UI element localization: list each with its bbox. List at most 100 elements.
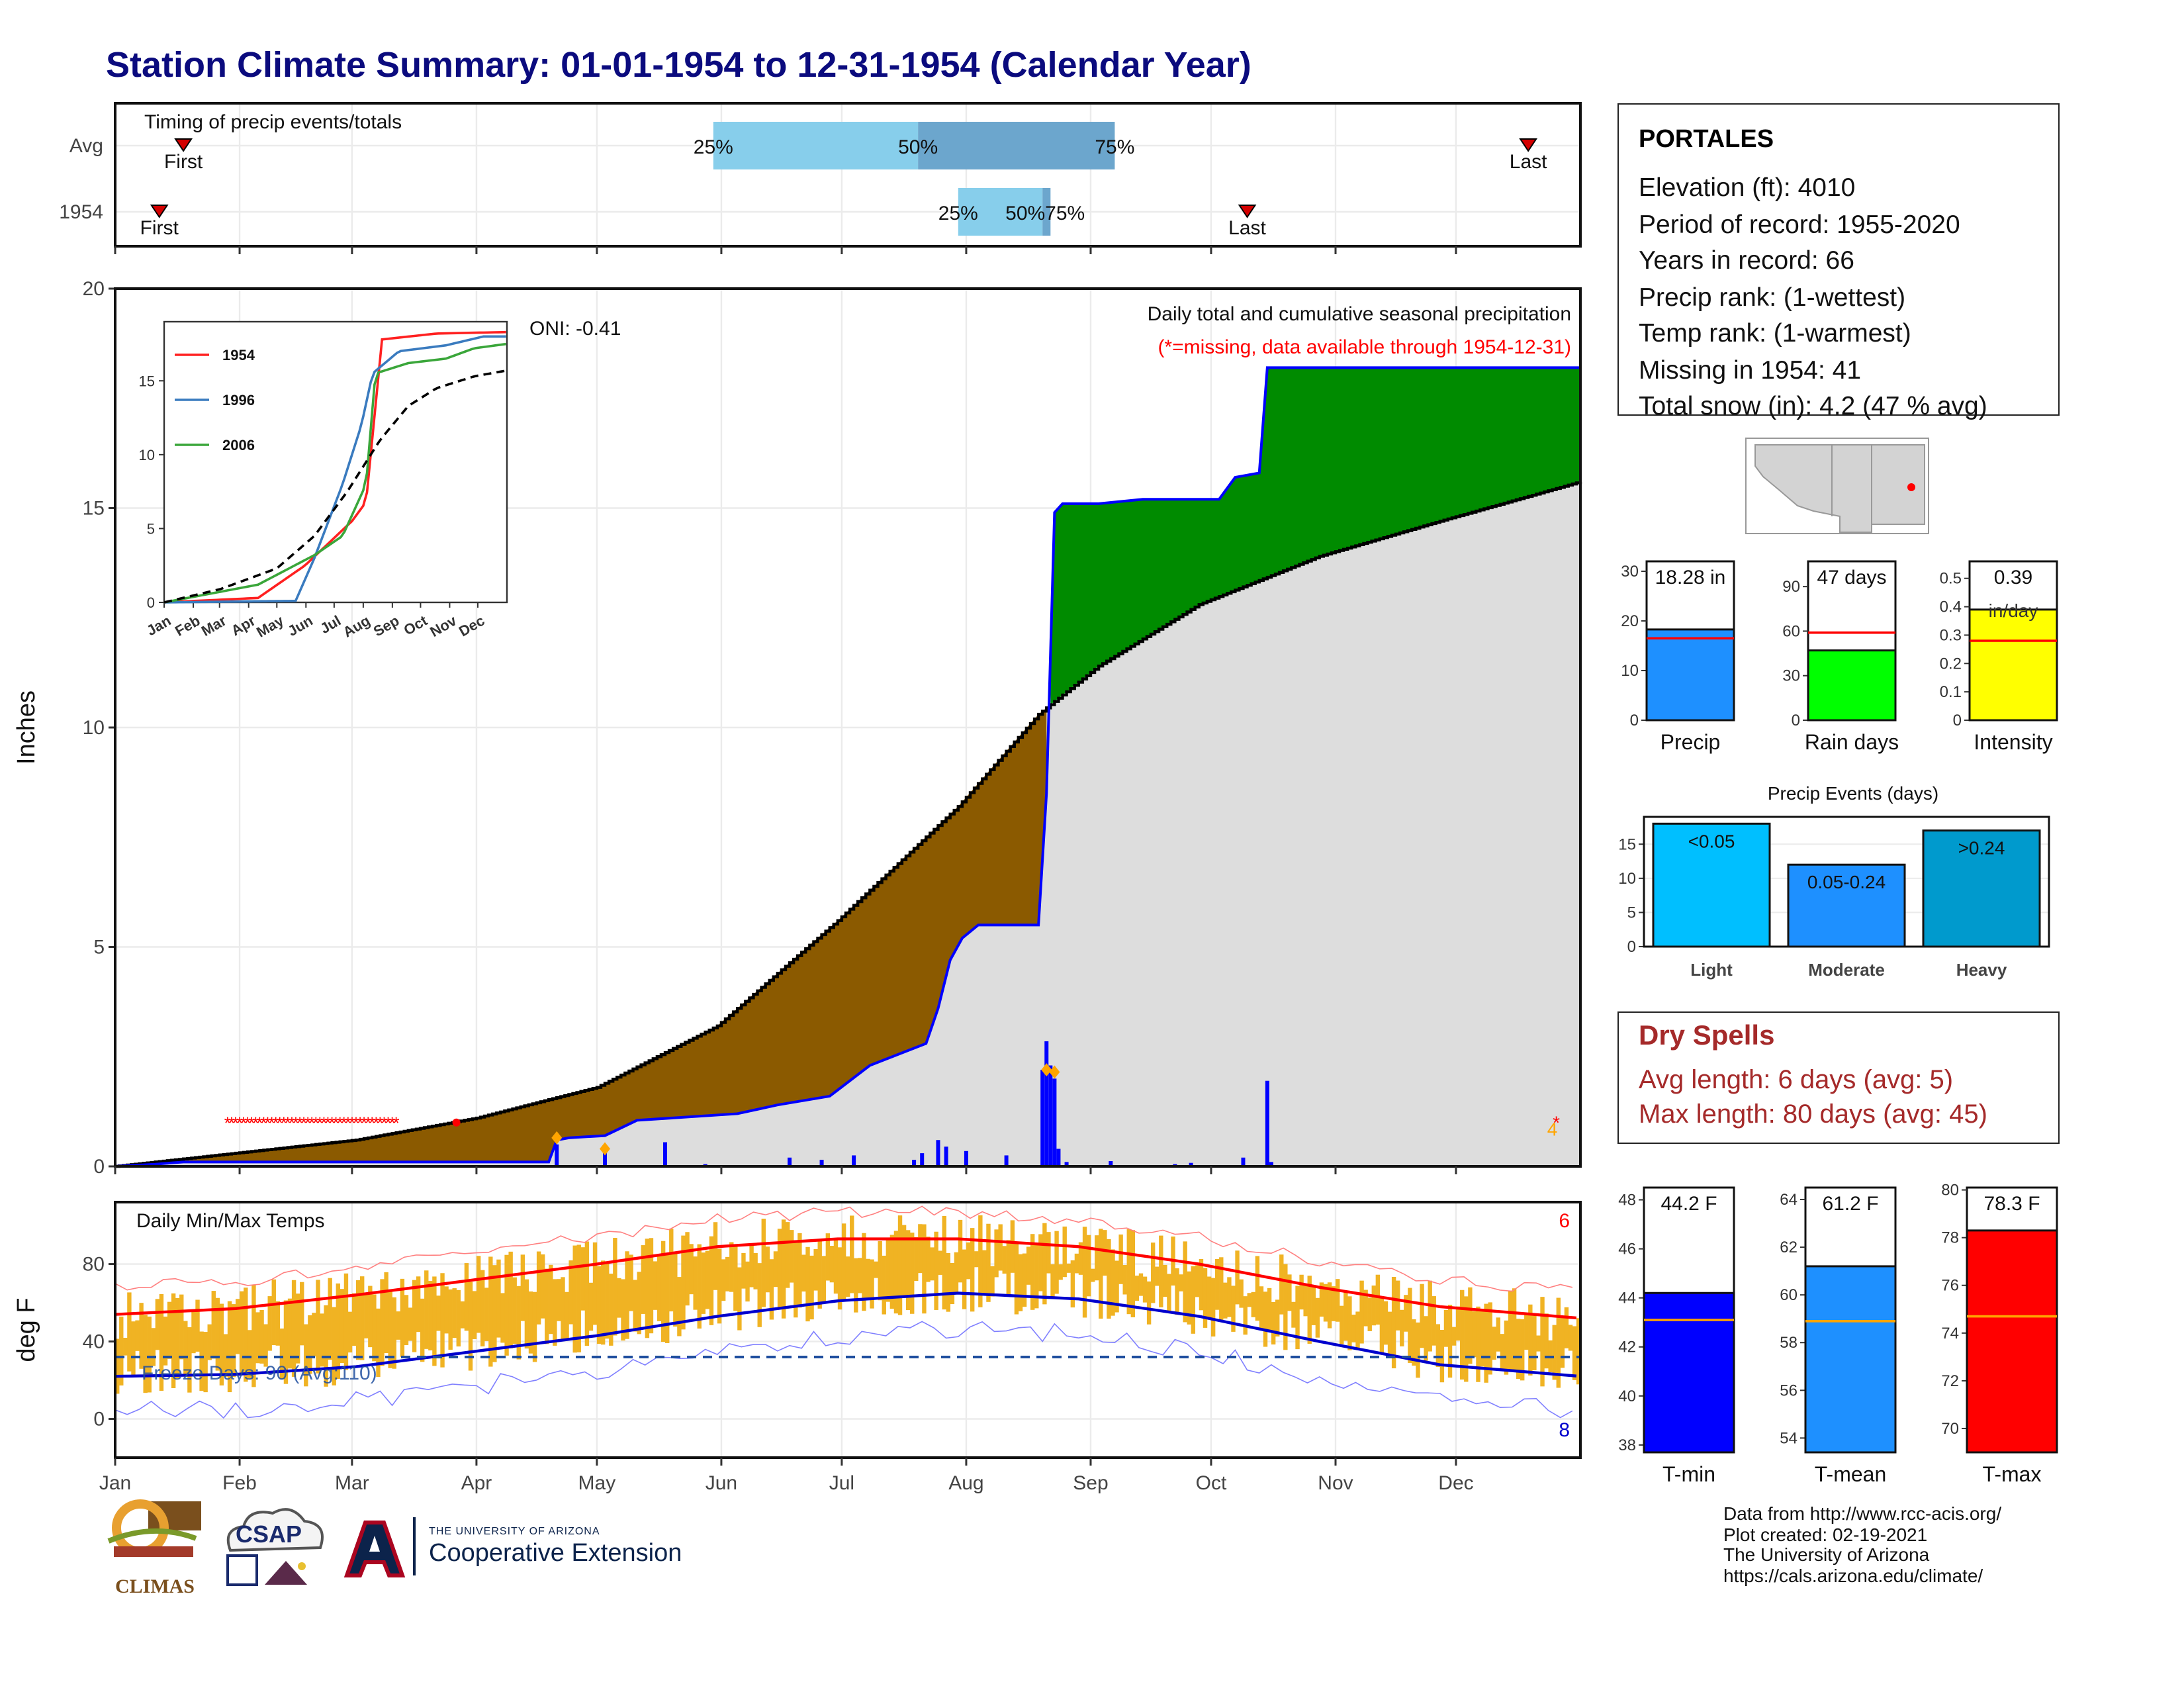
temp-range-bar-361	[1564, 1307, 1569, 1348]
temp-range-bar-41	[279, 1328, 285, 1380]
snow-marker-1	[600, 1142, 611, 1156]
month-label-feb: Feb	[222, 1472, 257, 1494]
temp-range-bar-32	[244, 1288, 248, 1382]
temp-range-bar-198	[910, 1233, 915, 1314]
temp-range-bar-305	[1340, 1305, 1344, 1344]
missing-marker-58: *	[345, 1113, 351, 1133]
tbar-bar-2	[1966, 1229, 2058, 1454]
temp-range-bar-211	[962, 1249, 967, 1309]
snow-marker-3	[1049, 1065, 1060, 1079]
temp-range-bar-338	[1472, 1311, 1477, 1358]
temp-range-bar-88	[468, 1282, 473, 1371]
temp-range-bar-155	[737, 1267, 742, 1331]
temp-range-bar-348	[1512, 1288, 1517, 1370]
temp-range-bar-325	[1420, 1284, 1424, 1348]
missing-marker-51: *	[316, 1113, 323, 1133]
temp-range-bar-329	[1435, 1324, 1441, 1367]
temp-range-bar-1	[119, 1316, 124, 1385]
missing-marker-54: *	[328, 1113, 335, 1133]
temp-range-bar-55	[336, 1283, 341, 1380]
missing-marker-44: *	[289, 1113, 295, 1133]
temp-range-bar-320	[1400, 1309, 1404, 1346]
temp-range-bar-146	[701, 1252, 705, 1314]
missing-marker-30: *	[232, 1113, 239, 1133]
timing-last-marker-0	[1519, 138, 1538, 152]
temp-range-bar-123	[609, 1274, 614, 1346]
temp-range-bar-245	[1099, 1229, 1103, 1319]
tbar-ytick-label-1-1: 56	[1780, 1382, 1797, 1399]
temp-range-bar-150	[717, 1248, 722, 1324]
tbar-name-label-0: T-min	[1662, 1462, 1715, 1486]
temp-range-bar-277	[1227, 1277, 1232, 1317]
temp-range-bar-91	[480, 1270, 485, 1346]
temp-range-bar-291	[1283, 1264, 1288, 1350]
temp-range-bar-89	[472, 1291, 477, 1339]
station-location-dot	[1907, 483, 1915, 491]
temp-range-bar-82	[444, 1286, 449, 1334]
temp-range-bar-265	[1179, 1274, 1183, 1291]
missing-marker-56: *	[337, 1113, 343, 1133]
missing-marker-36: *	[256, 1113, 263, 1133]
pbar-bar-1	[1807, 649, 1897, 722]
temp-range-bar-260	[1159, 1235, 1163, 1308]
temp-range-bar-178	[829, 1246, 835, 1283]
temp-range-bar-179	[833, 1239, 839, 1294]
tbar-name-label-2: T-max	[1983, 1462, 2042, 1486]
daily-precip-bar-15	[1048, 1065, 1053, 1166]
inset-legend-label-1954: 1954	[222, 347, 255, 363]
temp-range-bar-86	[460, 1301, 465, 1329]
temp-range-bar-180	[837, 1247, 842, 1310]
temp-range-bar-169	[794, 1243, 798, 1318]
temp-range-bar-44	[291, 1280, 296, 1377]
temp-range-bar-301	[1323, 1284, 1328, 1322]
temp-range-bar-193	[889, 1235, 895, 1309]
temp-range-bar-318	[1391, 1277, 1396, 1369]
precip-subtitle: (*=missing, data available through 1954-…	[1158, 336, 1571, 358]
temp-range-bar-313	[1371, 1286, 1376, 1326]
temp-range-bar-242	[1086, 1235, 1091, 1297]
temp-frame	[114, 1201, 1582, 1459]
precip-events-chart: Precip Events (days) 0 5 10 15 <0.05 Light 0.05…	[1618, 783, 2050, 980]
events-bar-label-2: >0.24	[1958, 838, 2005, 859]
tbar-bar-0	[1643, 1291, 1735, 1454]
temp-range-bar-175	[817, 1240, 822, 1309]
timing-q25-label-0: 25%	[694, 136, 733, 158]
daily-precip-bar-8	[920, 1153, 925, 1166]
temp-range-bar-323	[1412, 1319, 1416, 1366]
pbar-bar-0	[1645, 628, 1735, 722]
temp-range-bar-186	[862, 1233, 866, 1311]
temp-range-bar-131	[641, 1245, 646, 1314]
temp-range-bar-137	[665, 1254, 670, 1343]
timing-q25-label-1: 25%	[938, 203, 978, 224]
snow-marker-0	[551, 1131, 563, 1145]
temp-range-bar-126	[621, 1279, 625, 1341]
oni-label: ONI: -0.41	[529, 318, 621, 340]
tbar-ytick-label-1-0: 54	[1780, 1429, 1797, 1447]
inset-legend-label-2006: 2006	[222, 437, 255, 453]
pbar-ytick-label-0-1: 10	[1621, 662, 1639, 680]
daily-precip-bar-16	[1052, 1078, 1057, 1166]
temp-range-bar-247	[1107, 1239, 1111, 1319]
daily-precip-bar-18	[1064, 1162, 1069, 1166]
temp-range-bar-286	[1263, 1291, 1268, 1347]
tbar-value-label-2: 78.3 F	[1983, 1193, 2040, 1215]
temp-range-bar-36	[259, 1309, 264, 1364]
temp-range-bar-294	[1295, 1286, 1300, 1350]
missing-marker-29: *	[228, 1113, 235, 1133]
temp-range-bar-258	[1150, 1243, 1156, 1303]
temp-range-bar-352	[1528, 1304, 1533, 1376]
temp-range-bar-233	[1050, 1264, 1055, 1298]
temp-range-bar-148	[709, 1236, 714, 1325]
temp-range-bar-316	[1383, 1301, 1388, 1345]
temp-range-bar-40	[275, 1301, 281, 1346]
temp-range-bar-14	[171, 1293, 176, 1389]
temp-range-bar-279	[1235, 1250, 1240, 1305]
temp-range-bar-346	[1504, 1320, 1509, 1375]
tbar-value-label-1: 61.2 F	[1822, 1193, 1878, 1215]
temp-range-bar-215	[978, 1215, 983, 1307]
temp-range-bar-195	[897, 1215, 903, 1315]
temp-range-bar-257	[1146, 1281, 1152, 1325]
temp-range-bar-115	[576, 1244, 581, 1352]
temp-range-bar-127	[625, 1251, 629, 1339]
temp-range-bar-30	[235, 1299, 240, 1354]
